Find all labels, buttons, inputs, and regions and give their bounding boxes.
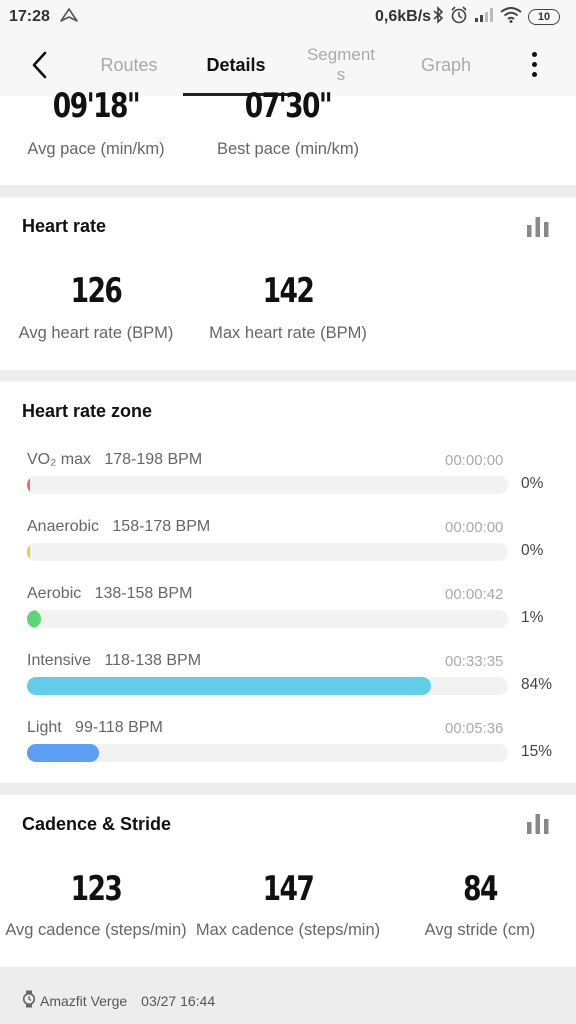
max-heart-rate-label: Max heart rate (BPM) xyxy=(209,324,367,342)
tab-graph[interactable]: Graph xyxy=(420,54,472,75)
avg-heart-rate-label: Avg heart rate (BPM) xyxy=(18,324,174,342)
back-button[interactable] xyxy=(26,50,56,80)
zone-percent: 15% xyxy=(521,743,553,760)
avg-stride-label: Avg stride (cm) xyxy=(424,921,536,939)
more-options-button[interactable] xyxy=(522,52,546,82)
avg-stride-value: 84 xyxy=(463,869,498,909)
zone-progress-fill xyxy=(27,610,41,628)
zone-time: 00:00:42 xyxy=(445,586,504,603)
max-cadence-label: Max cadence (steps/min) xyxy=(195,921,381,939)
battery-icon: 10 xyxy=(528,9,560,25)
zone-time: 00:00:00 xyxy=(445,519,504,536)
heart-rate-card: Heart rate 126 Avg heart rate (BPM) 142 … xyxy=(0,197,576,370)
zone-progress-bar xyxy=(27,744,508,762)
device-name: Amazfit Verge xyxy=(40,992,128,1009)
max-heart-rate-value: 142 xyxy=(262,271,315,311)
zone-name: Aerobic xyxy=(27,585,82,602)
zone-progress-fill xyxy=(27,476,30,494)
cadence-stride-card: Cadence & Stride 123 Avg cadence (steps/… xyxy=(0,795,576,967)
zone-percent: 0% xyxy=(521,542,544,559)
device-datetime: 03/27 16:44 xyxy=(141,992,216,1009)
zone-time: 00:05:36 xyxy=(445,720,504,737)
zone-range: 178-198 BPM xyxy=(104,451,203,468)
cadence-stride-title: Cadence & Stride xyxy=(22,814,172,834)
zone-range: 99-118 BPM xyxy=(75,719,163,736)
zone-progress-fill xyxy=(27,543,30,561)
zone-range: 138-158 BPM xyxy=(94,585,193,602)
app-bar: Routes Details Segment s Graph xyxy=(0,34,576,96)
zone-name: VO₂ max xyxy=(27,451,91,468)
status-bar: 17:28 0,6kB/s 10 xyxy=(0,0,576,34)
signal-icon xyxy=(474,7,494,28)
zone-progress-fill xyxy=(27,744,100,762)
zone-name: Light xyxy=(27,719,62,736)
zone-percent: 84% xyxy=(521,676,553,693)
wifi-icon xyxy=(500,6,522,28)
max-cadence-value: 147 xyxy=(262,869,315,909)
bluetooth-icon xyxy=(432,5,444,29)
heart-rate-zone-title: Heart rate zone xyxy=(22,401,153,421)
zone-range: 158-178 BPM xyxy=(112,518,211,535)
zone-progress-bar xyxy=(27,476,508,494)
bar-chart-icon[interactable] xyxy=(526,814,550,836)
zone-range: 118-138 BPM xyxy=(104,652,202,669)
zone-percent: 0% xyxy=(521,475,544,492)
avg-cadence-value: 123 xyxy=(70,869,123,909)
tab-segments[interactable]: Segment s xyxy=(306,45,376,84)
pace-card: 09'18" Avg pace (min/km) 07'30" Best pac… xyxy=(0,86,576,185)
status-time: 17:28 xyxy=(9,8,50,25)
avg-cadence-label: Avg cadence (steps/min) xyxy=(5,921,187,939)
alarm-icon xyxy=(450,5,468,29)
tab-routes[interactable]: Routes xyxy=(100,54,158,75)
avg-heart-rate-value: 126 xyxy=(70,271,123,311)
zone-progress-bar xyxy=(27,677,508,695)
zone-time: 00:33:35 xyxy=(445,653,504,670)
avg-pace-label: Avg pace (min/km) xyxy=(27,140,165,158)
zone-progress-bar xyxy=(27,543,508,561)
zone-name: Anaerobic xyxy=(27,518,100,535)
heart-rate-zone-card: Heart rate zone VO₂ max 178-198 BPM 00:0… xyxy=(0,381,576,783)
zone-percent: 1% xyxy=(521,609,544,626)
zone-name: Intensive xyxy=(27,652,92,669)
device-info: Amazfit Verge 03/27 16:44 xyxy=(22,990,215,1011)
zone-progress-fill xyxy=(27,677,432,695)
network-speed: 0,6kB/s xyxy=(375,8,432,25)
tab-details[interactable]: Details xyxy=(206,54,266,75)
active-tab-indicator xyxy=(183,93,289,96)
navigation-icon xyxy=(60,8,78,27)
heart-rate-title: Heart rate xyxy=(22,216,107,236)
avg-pace-value: 09'18" xyxy=(52,86,141,126)
best-pace-value: 07'30" xyxy=(244,86,333,126)
zone-time: 00:00:00 xyxy=(445,452,504,469)
chevron-left-icon xyxy=(32,51,47,79)
zone-progress-bar xyxy=(27,610,508,628)
best-pace-label: Best pace (min/km) xyxy=(216,140,360,158)
bar-chart-icon[interactable] xyxy=(526,217,550,239)
watch-icon xyxy=(22,990,36,1011)
